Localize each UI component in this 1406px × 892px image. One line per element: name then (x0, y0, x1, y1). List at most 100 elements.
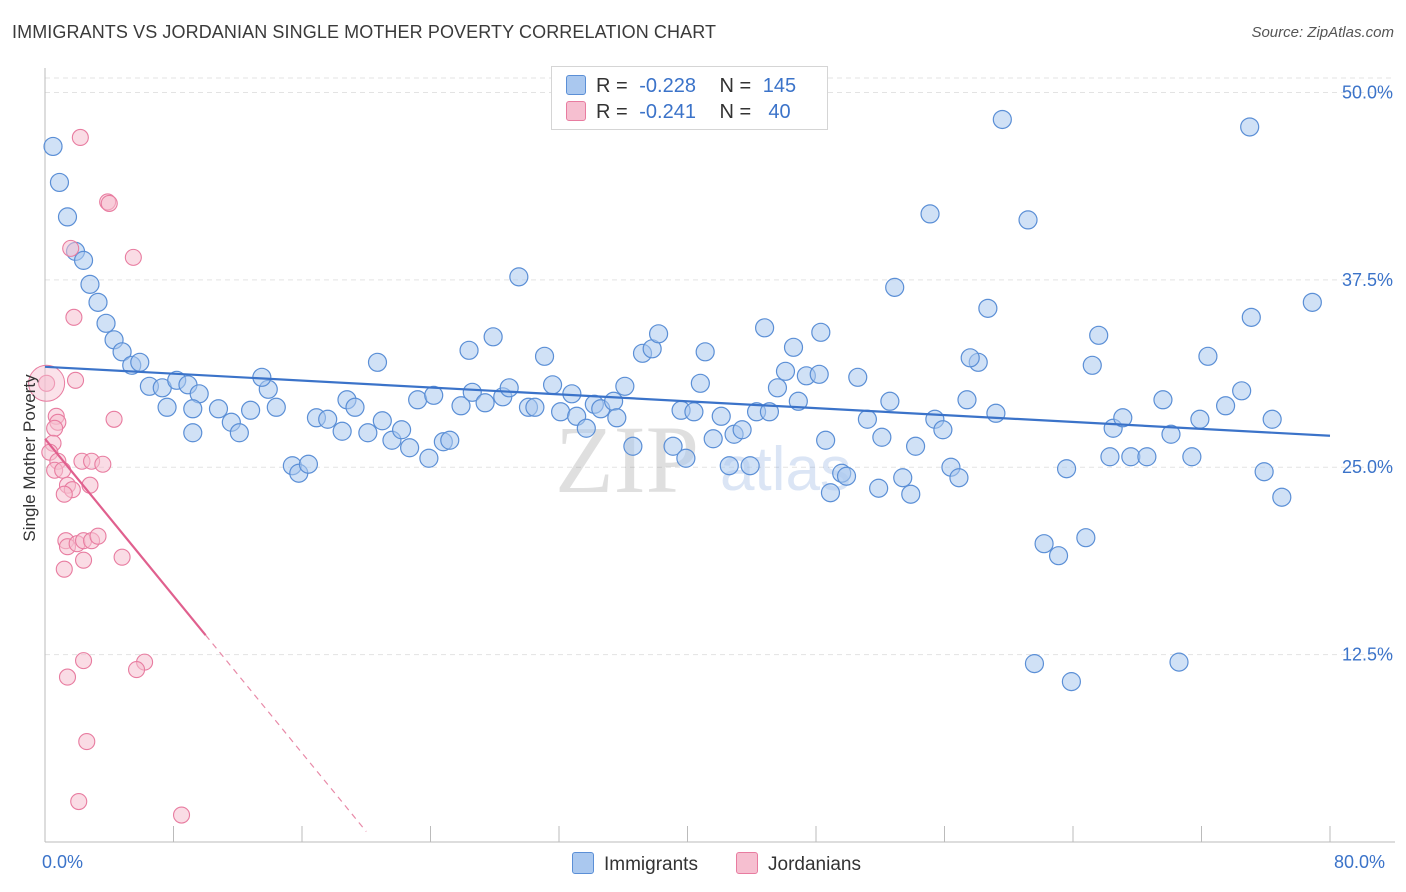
immigrants-point (986, 403, 1006, 423)
immigrants-point (811, 322, 831, 342)
legend-r-label: R = (596, 75, 628, 97)
jordanians-point (172, 806, 191, 824)
jordanians-point (38, 374, 56, 392)
immigrants-point (1121, 447, 1141, 467)
immigrants-points (43, 109, 1322, 692)
immigrants-point (623, 436, 643, 456)
immigrants-point (703, 429, 723, 449)
bottom-legend-label-immigrants: Immigrants (604, 854, 698, 875)
legend-n-label: N = (719, 101, 752, 123)
immigrants-point (367, 352, 388, 372)
bottom-legend-label-jordanians: Jordanians (768, 854, 861, 875)
immigrants-point (534, 346, 555, 366)
x-tick-min: 0.0% (42, 852, 84, 872)
immigrants-point (266, 397, 286, 417)
y-tick-label: 37.5% (1342, 270, 1393, 290)
immigrants-point (905, 436, 926, 456)
immigrants-point (208, 399, 229, 419)
immigrants-point (604, 391, 624, 411)
jordanians-point (89, 527, 107, 545)
jordanians-point (65, 308, 83, 326)
immigrants-point (695, 342, 715, 362)
y-tick-label: 25.0% (1342, 457, 1393, 477)
immigrants-point (957, 390, 977, 410)
immigrants-point (451, 396, 471, 416)
immigrants-point (1153, 390, 1173, 410)
immigrants-point (96, 313, 116, 333)
jordanians-point (54, 461, 72, 479)
y-axis-label: Single Mother Poverty (20, 374, 39, 542)
immigrants-point (183, 399, 203, 419)
immigrants-point (783, 337, 804, 357)
immigrants-point (424, 385, 444, 405)
immigrants-point (869, 478, 889, 498)
immigrants-point (483, 327, 503, 347)
jordanians-point (94, 455, 112, 473)
immigrants-point (157, 397, 177, 417)
immigrants-point (933, 420, 953, 440)
jordanians-point (58, 668, 77, 686)
bottom-legend-immigrants: Immigrants (572, 852, 698, 876)
jordanians-point (71, 128, 89, 147)
immigrants-point (1241, 307, 1261, 327)
immigrants-point (1161, 424, 1181, 444)
immigrants-point (1232, 381, 1252, 401)
immigrants-point (920, 204, 940, 224)
jordanians-trend-line (44, 438, 207, 636)
immigrants-point (1169, 652, 1189, 672)
immigrants-point (183, 423, 203, 443)
immigrants-point (1240, 117, 1260, 137)
immigrants-point (820, 483, 841, 503)
jordanians-point (124, 248, 142, 266)
immigrants-point (419, 448, 439, 468)
immigrants-point (43, 136, 63, 157)
immigrants-point (298, 454, 319, 474)
jordanians-point (70, 792, 88, 811)
immigrants-point (1302, 292, 1322, 312)
immigrants-point (872, 427, 892, 447)
jordanians-point (78, 733, 96, 751)
legend-n-value-immigrants: 145 (762, 75, 797, 97)
legend-r-label: R = (596, 101, 628, 123)
y-tick-label: 12.5% (1342, 645, 1393, 665)
immigrants-trend-line (44, 365, 1331, 437)
immigrants-point (49, 172, 70, 193)
chart-title: IMMIGRANTS VS JORDANIAN SINGLE MOTHER PO… (12, 22, 717, 42)
immigrants-point (1082, 355, 1102, 375)
legend-row-immigrants: R = -0.228 N = 145 (566, 75, 796, 101)
jordanians-point (55, 485, 73, 503)
immigrants-point (332, 421, 352, 441)
source-note: Source: ZipAtlas.com (1251, 24, 1394, 41)
immigrants-point (459, 340, 479, 360)
immigrants-point (1034, 534, 1054, 554)
immigrants-point (1089, 325, 1109, 345)
immigrants-point (318, 409, 338, 429)
legend-swatch-jordanians (566, 101, 586, 121)
jordanians-point (75, 551, 93, 569)
immigrants-point (509, 267, 529, 287)
watermark: ZIP atlas (555, 406, 851, 513)
immigrants-point (73, 250, 94, 270)
bottom-legend-swatch-jordanians (736, 852, 758, 874)
jordanians-point (113, 548, 131, 566)
immigrants-point (767, 378, 788, 398)
immigrants-point (499, 378, 519, 398)
immigrants-point (607, 408, 627, 428)
immigrants-point (525, 397, 545, 417)
immigrants-point (992, 109, 1012, 130)
immigrants-point (1048, 546, 1069, 566)
jordanians-point (62, 239, 80, 257)
jordanians-point-large (28, 364, 66, 402)
immigrants-point (857, 409, 878, 429)
immigrants-point (816, 430, 836, 450)
jordanians-point (128, 661, 146, 679)
jordanians-point (75, 652, 93, 670)
immigrants-point (391, 420, 412, 440)
immigrants-point (880, 391, 900, 411)
immigrants-point (732, 420, 752, 440)
immigrants-point (57, 207, 78, 227)
immigrants-point (740, 456, 760, 476)
immigrants-point (684, 402, 704, 422)
jordanians-points (28, 128, 191, 824)
